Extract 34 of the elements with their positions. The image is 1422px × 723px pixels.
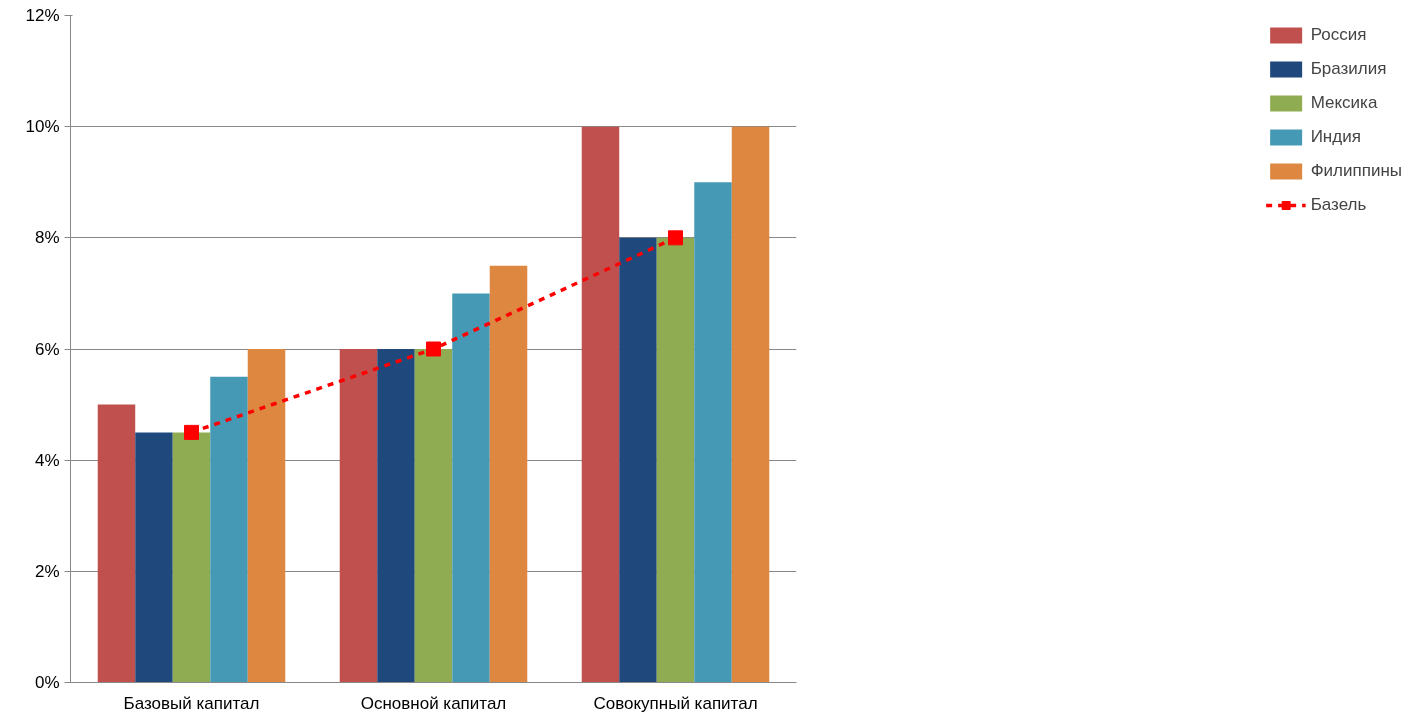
bar — [581, 126, 620, 683]
legend-label: Индия — [1310, 127, 1361, 147]
legend-label: Базель — [1310, 195, 1367, 215]
x-tick-label: Основной капитал — [360, 693, 507, 713]
y-tick-label: 0% — [34, 673, 60, 692]
point — [184, 424, 199, 440]
legend-label: Бразилия — [1310, 59, 1387, 79]
y-tick-label: 10% — [25, 117, 60, 137]
legend-label: Россия — [1310, 25, 1367, 45]
y-tick-label: 6% — [34, 339, 60, 359]
bar — [731, 126, 770, 683]
bar — [339, 349, 378, 683]
bar — [247, 349, 286, 683]
bar — [656, 237, 695, 683]
y-tick-label: 2% — [34, 561, 60, 581]
bar — [135, 432, 173, 683]
x-tick-label: Совокупный капитал — [593, 693, 758, 713]
bar — [97, 404, 136, 683]
bar — [619, 237, 657, 683]
bar — [694, 182, 732, 683]
point — [668, 230, 683, 246]
legend-label: Филиппины — [1310, 161, 1402, 181]
bar — [489, 265, 528, 683]
y-tick-label: 12% — [25, 6, 60, 25]
point — [426, 341, 441, 357]
bar — [414, 349, 453, 683]
bar — [452, 293, 490, 683]
bar — [210, 376, 248, 683]
y-tick-label: 4% — [34, 450, 60, 470]
bar — [172, 432, 211, 683]
bar — [377, 349, 415, 683]
legend-label: Мексика — [1310, 93, 1378, 113]
x-tick-label: Базовый капитал — [123, 693, 260, 713]
y-tick-label: 8% — [34, 228, 60, 248]
